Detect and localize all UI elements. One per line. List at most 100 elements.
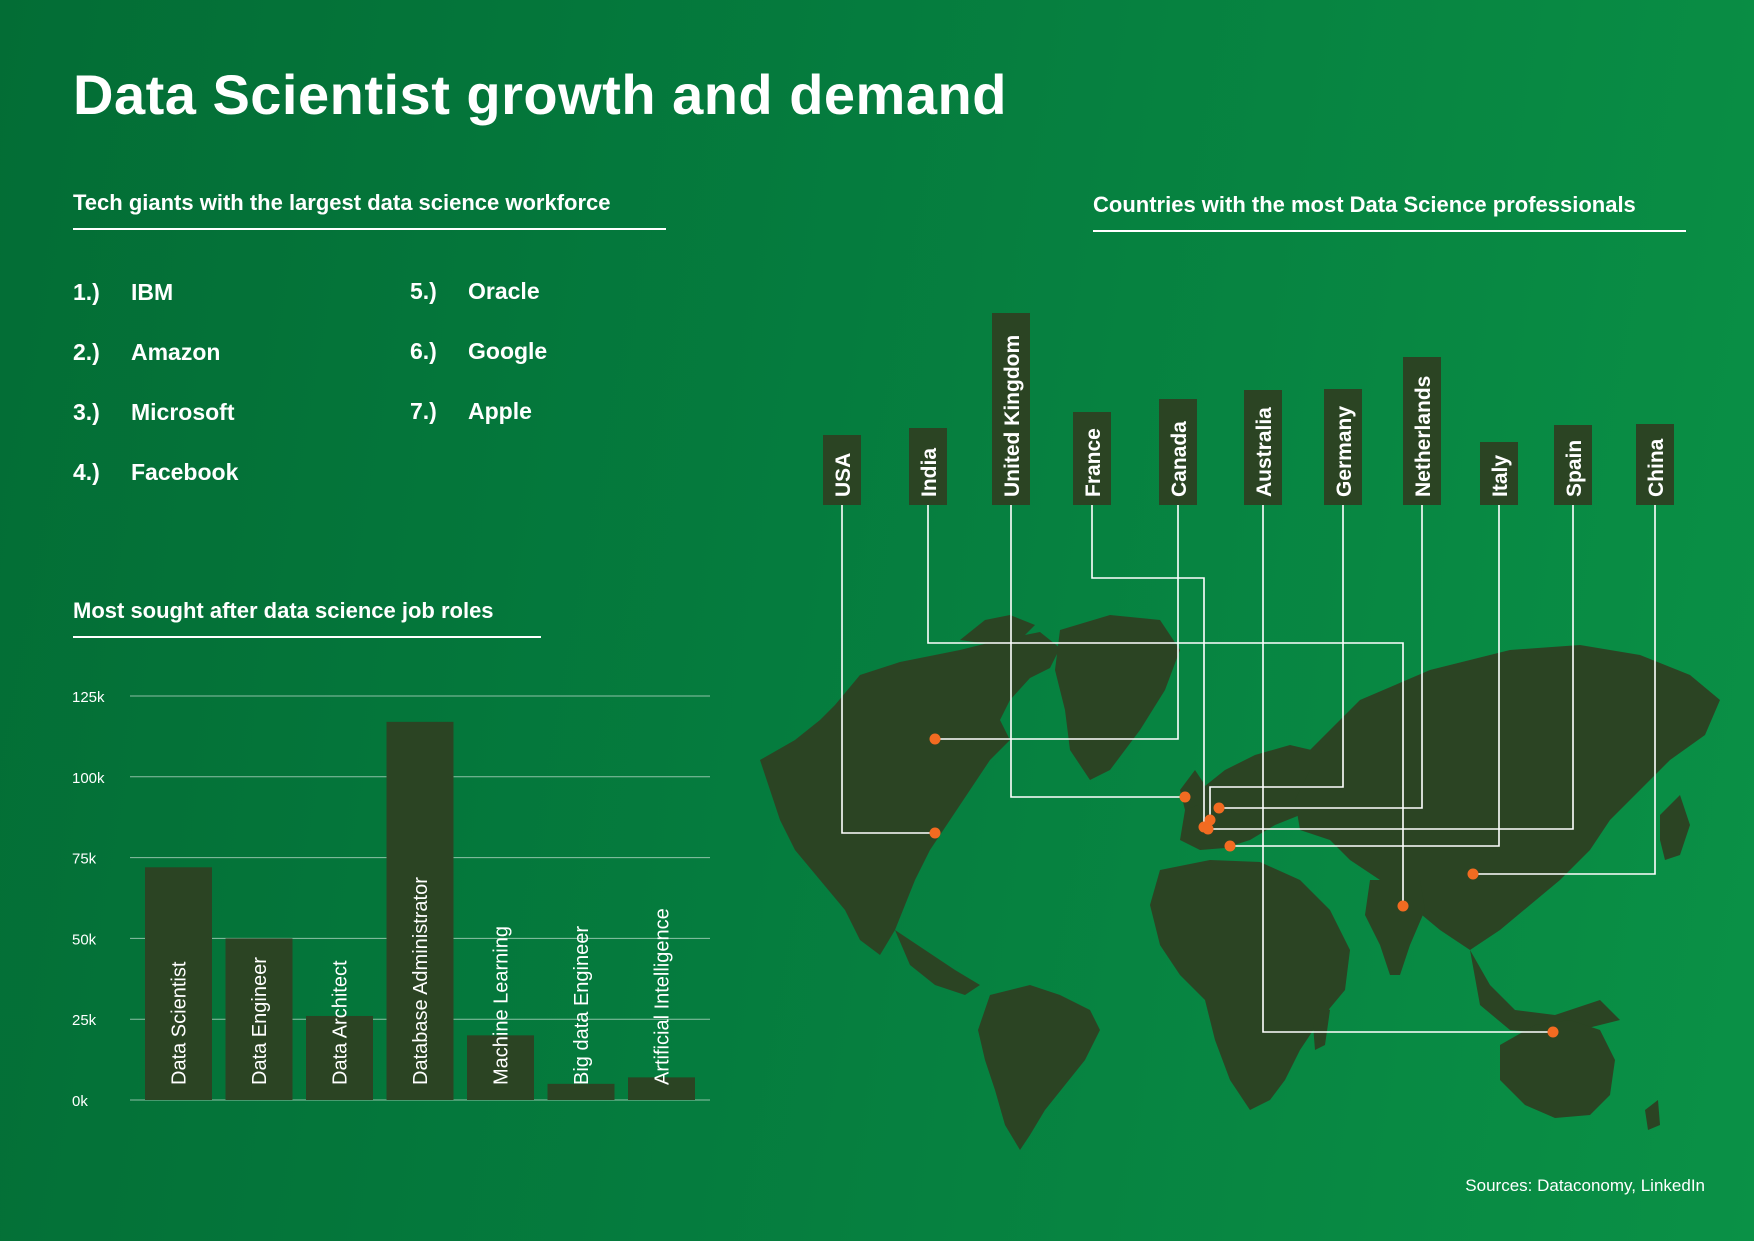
country-name: France [1082,428,1105,497]
country-label-box [1403,357,1441,505]
south-america-shape [978,985,1100,1150]
sources-note: Sources: Dataconomy, LinkedIn [1465,1176,1705,1195]
location-marker [929,733,941,745]
country-label-box [909,428,947,505]
connector-line [935,505,1179,740]
tech-giant-item: 3.) Microsoft [73,399,235,426]
bar-category-label: Database Administrator [410,877,432,1085]
country-label-box [992,313,1030,505]
page-title: Data Scientist growth and demand [73,63,1007,126]
job-roles-bar-chart: 0k 25k 50k 75k 100k 125k Data Scientist Data En… [72,689,710,1110]
north-america-shape [760,632,1060,955]
country-label-box [1324,389,1362,505]
bar [225,938,293,1100]
location-marker [1467,868,1479,880]
rank-number: 2.) [73,339,100,365]
connector-line [1091,505,1205,827]
bar-category-label: Big data Engineer [571,926,593,1085]
bar [386,721,454,1100]
country-label-box [1636,424,1674,505]
country-name: China [1645,438,1668,497]
company-name: Facebook [131,459,239,485]
bar-category-label: Machine Learning [491,926,513,1085]
country-name: India [918,448,941,497]
y-tick-label: 25k [72,1012,97,1029]
connector-line [1230,505,1500,847]
japan-shape [1660,795,1690,860]
rank-number: 3.) [73,399,100,425]
connector-line [1010,505,1185,798]
new-zealand-shape [1645,1100,1660,1130]
location-marker [1547,1026,1559,1038]
connector-line [1209,505,1344,820]
country-label-box [823,435,861,505]
tech-giant-item: 2.) Amazon [73,339,220,366]
rank-number: 5.) [410,278,437,304]
y-tick-label: 0k [72,1093,88,1110]
connector-line [1219,505,1423,809]
asia-shape [1295,645,1720,950]
country-label-box [1073,412,1111,505]
location-marker [1224,840,1236,852]
world-map-graphic: USA India United Kingdom France Canada Austra… [760,313,1720,1150]
country-name: Australia [1253,407,1276,497]
country-name: Canada [1168,421,1191,497]
country-label-box [1554,425,1592,505]
bar-category-label: Data Engineer [249,957,271,1085]
country-name: USA [832,453,855,497]
central-america-shape [895,930,980,995]
country-label-box [1244,390,1282,505]
africa-shape [1150,860,1350,1110]
country-label-box [1159,399,1197,505]
country-name: Netherlands [1412,376,1435,497]
madagascar-shape [1313,1005,1330,1050]
location-marker [1213,802,1225,814]
greenland-shape [1055,615,1180,780]
connector-line [1208,505,1574,830]
y-tick-label: 125k [72,689,105,706]
rank-number: 4.) [73,459,100,485]
bar [145,867,212,1100]
y-tick-label: 100k [72,770,105,787]
bar [467,1035,534,1100]
company-name: Oracle [468,278,540,304]
connector-line [1473,505,1656,875]
company-name: Amazon [131,339,221,365]
y-tick-label: 50k [72,931,97,948]
bar-category-label: Data Scientist [169,961,191,1085]
bar [547,1083,615,1100]
connector-line [1262,505,1553,1033]
company-name: Apple [468,398,532,424]
country-name: United Kingdom [1001,335,1024,497]
country-label-box [1480,442,1518,505]
y-tick-label: 75k [72,851,97,868]
world-map [760,615,1720,1150]
australia-shape [1500,1020,1615,1118]
tech-giant-item: 1.) IBM [73,279,173,306]
rank-number: 7.) [410,398,437,424]
location-marker [1202,823,1214,835]
bar-category-label: Data Architect [330,960,352,1085]
location-marker [1397,900,1409,912]
connector-line [927,505,1404,906]
country-name: Germany [1333,406,1356,497]
southeast-asia-shape [1470,950,1620,1035]
countries-heading: Countries with the most Data Science pro… [1093,192,1686,232]
company-name: Microsoft [131,399,235,425]
india-shape [1365,880,1425,975]
location-marker [929,827,941,839]
country-name: Spain [1563,440,1586,497]
rank-number: 1.) [73,279,100,305]
bar-category-label: Artificial Intelligence [652,908,674,1085]
tech-giant-item: 7.) Apple [410,398,532,425]
tech-giant-item: 4.) Facebook [73,459,238,486]
tech-giants-heading: Tech giants with the largest data scienc… [73,190,666,230]
job-roles-heading: Most sought after data science job roles [73,598,541,638]
location-marker [1204,814,1216,826]
company-name: IBM [131,279,174,305]
bar [628,1077,695,1100]
country-name: Italy [1489,455,1512,497]
rank-number: 6.) [410,338,437,364]
location-marker [1179,791,1191,803]
